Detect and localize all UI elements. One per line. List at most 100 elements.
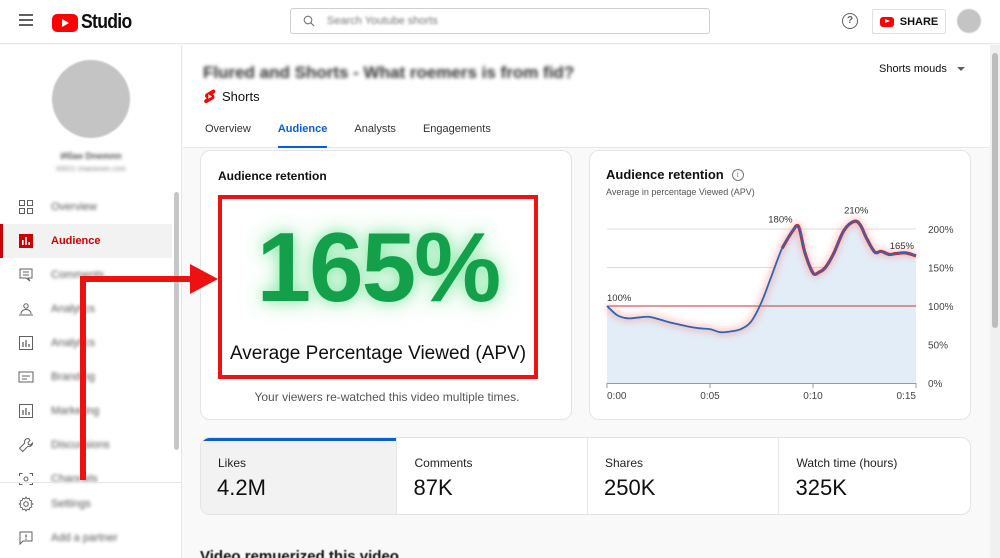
help-icon[interactable]: ? [842, 13, 858, 29]
stat-value: 250K [603, 475, 656, 500]
sidebar-item-analytics[interactable]: Analytics [0, 292, 172, 326]
retention-chart-title-text: Audience retention [606, 167, 724, 182]
sidebar-item-label: Analytics [51, 303, 96, 315]
sidebar-item-branding[interactable]: Branding [0, 360, 172, 394]
comment-icon [19, 268, 33, 282]
feedback-icon [19, 531, 33, 546]
sidebar-divider [0, 482, 182, 483]
sidebar-item-label: Channels [51, 473, 98, 485]
svg-text:0%: 0% [928, 379, 943, 390]
sidebar-nav: Overview Audience Comments Analytics Ana… [0, 190, 172, 496]
apv-card: Audience retention 165% Average Percenta… [200, 150, 572, 420]
channel-name: Ибан Dnemnn [60, 151, 122, 161]
tab-bar: Overview Audience Analysts Engagements [205, 123, 518, 148]
sidebar-item-overview[interactable]: Overview [0, 190, 172, 224]
youtube-share-icon [879, 16, 894, 27]
sidebar-item-analytics-2[interactable]: Analytics [0, 326, 172, 360]
chart-annotations: 100% 180% 210% 165% [607, 205, 915, 304]
chart-line[interactable] [606, 220, 917, 334]
svg-text:100%: 100% [607, 293, 632, 304]
content-type-tag: Shorts [203, 89, 260, 104]
app-name: Studio [81, 11, 132, 33]
retention-chart-card: 0% 50% 100% 150% 200% 0:00 0:05 0:10 0:15 100% 18… [589, 150, 971, 420]
stat-value: 4.2M [217, 475, 266, 500]
share-button[interactable]: SHARE [872, 9, 946, 34]
gear-icon [18, 496, 34, 512]
apv-label: Average Percentage Viewed (APV) [229, 343, 527, 364]
stat-value: 325K [795, 475, 847, 500]
sidebar-item-label: Analytics [51, 337, 96, 349]
customize-icon [19, 473, 33, 485]
mode-dropdown-value: Shorts mouds [879, 63, 947, 75]
sidebar-item-add-partner[interactable]: Add a partner [0, 521, 172, 555]
svg-text:0:00: 0:00 [607, 391, 627, 402]
stat-label: Watch time (hours) [796, 456, 898, 470]
stat-comments[interactable]: Comments 87K [397, 438, 588, 514]
tab-overview[interactable]: Overview [205, 123, 251, 135]
sidebar-bottom-nav: Settings Add a partner [0, 487, 172, 555]
sidebar-item-label: Audience [51, 235, 101, 247]
tab-engagements[interactable]: Engagements [422, 123, 491, 135]
svg-text:150%: 150% [928, 264, 954, 275]
chart-icon [19, 336, 33, 350]
stat-label: Shares [604, 456, 644, 470]
svg-text:100%: 100% [928, 302, 954, 313]
video-header: Flured and Shorts - What roemers is from… [183, 45, 990, 148]
content-type-label: Shorts [222, 89, 260, 104]
stat-label: Likes [218, 456, 247, 470]
mode-dropdown[interactable]: Shorts mouds [879, 63, 965, 75]
sidebar: Ибан Dnemnn 00021 chaeaviwn.com Overview… [0, 45, 182, 558]
search-box[interactable] [290, 8, 710, 34]
sidebar-item-audience[interactable]: Audience [0, 224, 172, 258]
sidebar-item-comments[interactable]: Comments [0, 258, 172, 292]
svg-text:0:15: 0:15 [897, 391, 917, 402]
sidebar-item-discussions[interactable]: Discussions [0, 428, 172, 462]
tab-audience[interactable]: Audience [277, 123, 327, 148]
stat-likes[interactable]: Likes 4.2M [201, 438, 398, 514]
video-title: Flured and Shorts - What roemers is from… [203, 63, 575, 82]
dashboard-icon [19, 200, 33, 214]
chart-area-fill [607, 221, 916, 383]
subtitles-icon [18, 371, 34, 383]
shorts-icon [204, 89, 216, 104]
svg-text:180%: 180% [768, 215, 793, 226]
sidebar-scrollbar[interactable] [174, 192, 179, 450]
sidebar-item-label: Marketing [51, 405, 100, 417]
main-scrollbar[interactable] [990, 45, 1000, 558]
next-section-title: Video remuerized this video [200, 548, 399, 558]
main-scrollbar-thumb[interactable] [992, 53, 998, 328]
svg-text:165%: 165% [890, 241, 915, 252]
svg-text:210%: 210% [844, 205, 869, 216]
svg-text:0:10: 0:10 [803, 391, 823, 402]
share-label: SHARE [899, 15, 939, 28]
tab-analysts[interactable]: Analysts [354, 123, 396, 135]
menu-icon[interactable] [19, 14, 33, 26]
sidebar-item-settings[interactable]: Settings [0, 487, 172, 521]
studio-logo[interactable]: Studio [52, 11, 138, 34]
sidebar-item-label: Overview [51, 201, 97, 213]
sidebar-item-label: Settings [51, 498, 91, 510]
stat-shares[interactable]: Shares 250K [588, 438, 780, 514]
svg-text:200%: 200% [928, 225, 954, 236]
apv-highlight-box: 165% Average Percentage Viewed (APV) [218, 195, 538, 379]
retention-chart: 0% 50% 100% 150% 200% 0:00 0:05 0:10 0:15 100% 18… [604, 205, 954, 402]
top-bar: Studio ? SHARE [0, 0, 1000, 44]
stat-watch-time[interactable]: Watch time (hours) 325K [779, 438, 970, 514]
channel-handle: 00021 chaeaviwn.com [56, 166, 126, 173]
info-icon[interactable]: i [731, 168, 744, 181]
sidebar-item-label: Discussions [51, 439, 110, 451]
search-icon [303, 15, 315, 27]
wrench-icon [18, 437, 34, 453]
stat-label: Comments [414, 456, 473, 470]
stats-row: Likes 4.2M Comments 87K Shares 250K Watc… [200, 437, 971, 515]
svg-text:50%: 50% [928, 341, 948, 352]
apv-value: 165% [256, 212, 502, 322]
channel-avatar[interactable] [52, 60, 130, 138]
svg-text:0:05: 0:05 [700, 391, 720, 402]
search-input[interactable] [327, 15, 687, 27]
sidebar-item-label: Add a partner [51, 532, 118, 544]
account-avatar[interactable] [957, 9, 981, 33]
youtube-logo-icon [52, 13, 78, 32]
sidebar-item-marketing[interactable]: Marketing [0, 394, 172, 428]
